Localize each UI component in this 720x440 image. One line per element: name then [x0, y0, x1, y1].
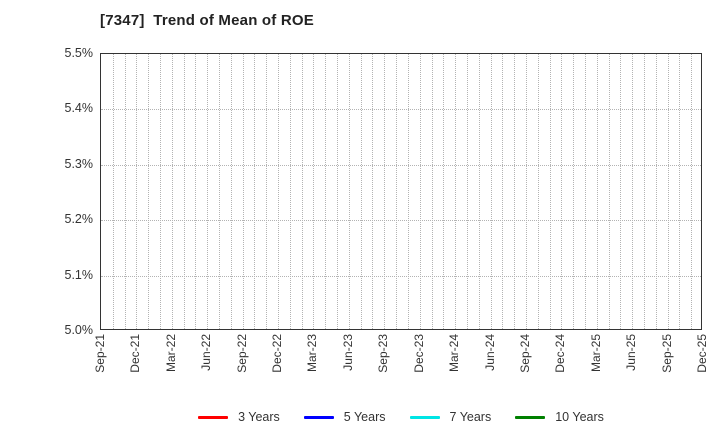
gridline-vertical: [160, 54, 162, 329]
x-axis-tick-label: Sep-22: [234, 334, 249, 373]
gridline-vertical: [455, 54, 457, 329]
gridline-vertical: [348, 54, 350, 329]
gridline-vertical: [325, 54, 327, 329]
gridline-vertical: [643, 54, 645, 329]
chart-title: [7347] Trend of Mean of ROE: [100, 12, 314, 29]
gridline-vertical: [372, 54, 374, 329]
gridline-vertical: [596, 54, 598, 329]
gridline-vertical: [195, 54, 197, 329]
gridline-vertical: [219, 54, 221, 329]
gridline-vertical: [230, 54, 232, 329]
legend-item-3-years: 3 Years: [198, 410, 280, 424]
gridline-vertical: [112, 54, 114, 329]
y-axis-tick-label: 5.3%: [64, 156, 94, 171]
x-axis-tick-label: Dec-25: [695, 334, 709, 373]
gridline-vertical: [337, 54, 339, 329]
gridline-vertical: [514, 54, 516, 329]
gridline-vertical: [171, 54, 173, 329]
gridline-horizontal: [101, 275, 701, 277]
legend-line-swatch: [303, 415, 334, 419]
y-axis-tick-label: 5.2%: [64, 212, 94, 227]
gridline-vertical: [148, 54, 150, 329]
gridline-vertical: [466, 54, 468, 329]
gridline-vertical: [490, 54, 492, 329]
gridline-vertical: [124, 54, 126, 329]
gridline-vertical: [655, 54, 657, 329]
gridline-vertical: [561, 54, 563, 329]
legend-label: 3 Years: [238, 410, 280, 424]
legend-line-swatch: [198, 415, 229, 419]
gridline-vertical: [537, 54, 539, 329]
gridline-vertical: [278, 54, 280, 329]
x-axis-tick-label: Jun-22: [199, 334, 214, 371]
gridline-vertical: [266, 54, 268, 329]
gridline-vertical: [584, 54, 586, 329]
gridline-vertical: [289, 54, 291, 329]
gridline-vertical: [207, 54, 209, 329]
legend-label: 7 Years: [449, 410, 492, 424]
legend-line-swatch: [409, 415, 440, 419]
gridline-vertical: [301, 54, 303, 329]
y-axis-tick-label: 5.1%: [64, 267, 94, 282]
x-axis-tick-label: Dec-22: [270, 334, 285, 373]
chart-legend: 3 Years 5 Years 7 Years 10 Years: [100, 405, 702, 429]
gridline-vertical: [396, 54, 398, 329]
legend-item-7-years: 7 Years: [409, 410, 492, 424]
x-axis-tick-label: Jun-24: [482, 334, 497, 371]
plot-area: [100, 53, 702, 330]
gridline-vertical: [632, 54, 634, 329]
gridline-horizontal: [101, 164, 701, 166]
gridline-vertical: [384, 54, 386, 329]
gridline-vertical: [679, 54, 681, 329]
x-axis-tick-label: Sep-21: [93, 334, 107, 373]
x-axis-tick-label: Jun-25: [624, 334, 639, 371]
gridline-vertical: [254, 54, 256, 329]
gridline-vertical: [525, 54, 527, 329]
gridline-vertical: [608, 54, 610, 329]
gridline-vertical: [573, 54, 575, 329]
y-axis-tick-label: 5.5%: [64, 46, 94, 60]
legend-item-10-years: 10 Years: [515, 410, 604, 424]
gridline-vertical: [691, 54, 693, 329]
legend-label: 10 Years: [555, 410, 604, 424]
gridline-vertical: [242, 54, 244, 329]
legend-item-5-years: 5 Years: [303, 410, 386, 424]
gridline-vertical: [407, 54, 409, 329]
gridline-vertical: [136, 54, 138, 329]
y-axis-tick-label: 5.0%: [64, 323, 94, 337]
gridline-vertical: [443, 54, 445, 329]
x-axis-tick-label: Sep-24: [517, 334, 532, 373]
x-axis-tick-label: Mar-24: [447, 334, 462, 373]
gridline-vertical: [502, 54, 504, 329]
gridline-vertical: [360, 54, 362, 329]
x-axis-tick-label: Dec-24: [553, 334, 568, 373]
x-axis-tick-label: Sep-23: [376, 334, 391, 373]
gridline-vertical: [183, 54, 185, 329]
gridline-horizontal: [101, 109, 701, 111]
x-axis-tick-label: Mar-23: [305, 334, 320, 373]
x-axis-tick-label: Mar-25: [588, 334, 603, 373]
gridline-vertical: [478, 54, 480, 329]
x-axis-tick-label: Sep-25: [659, 334, 674, 373]
x-axis-tick-label: Mar-22: [163, 334, 178, 373]
legend-line-swatch: [515, 415, 546, 419]
x-axis-tick-label: Jun-23: [340, 334, 355, 371]
gridline-horizontal: [101, 220, 701, 222]
gridline-vertical: [620, 54, 622, 329]
legend-label: 5 Years: [343, 410, 386, 424]
gridline-vertical: [313, 54, 315, 329]
gridline-vertical: [431, 54, 433, 329]
gridline-vertical: [419, 54, 421, 329]
x-axis-tick-label: Dec-21: [128, 334, 143, 373]
x-axis-tick-label: Dec-23: [411, 334, 426, 373]
gridline-vertical: [549, 54, 551, 329]
y-axis-tick-label: 5.4%: [64, 101, 94, 116]
gridline-vertical: [667, 54, 669, 329]
